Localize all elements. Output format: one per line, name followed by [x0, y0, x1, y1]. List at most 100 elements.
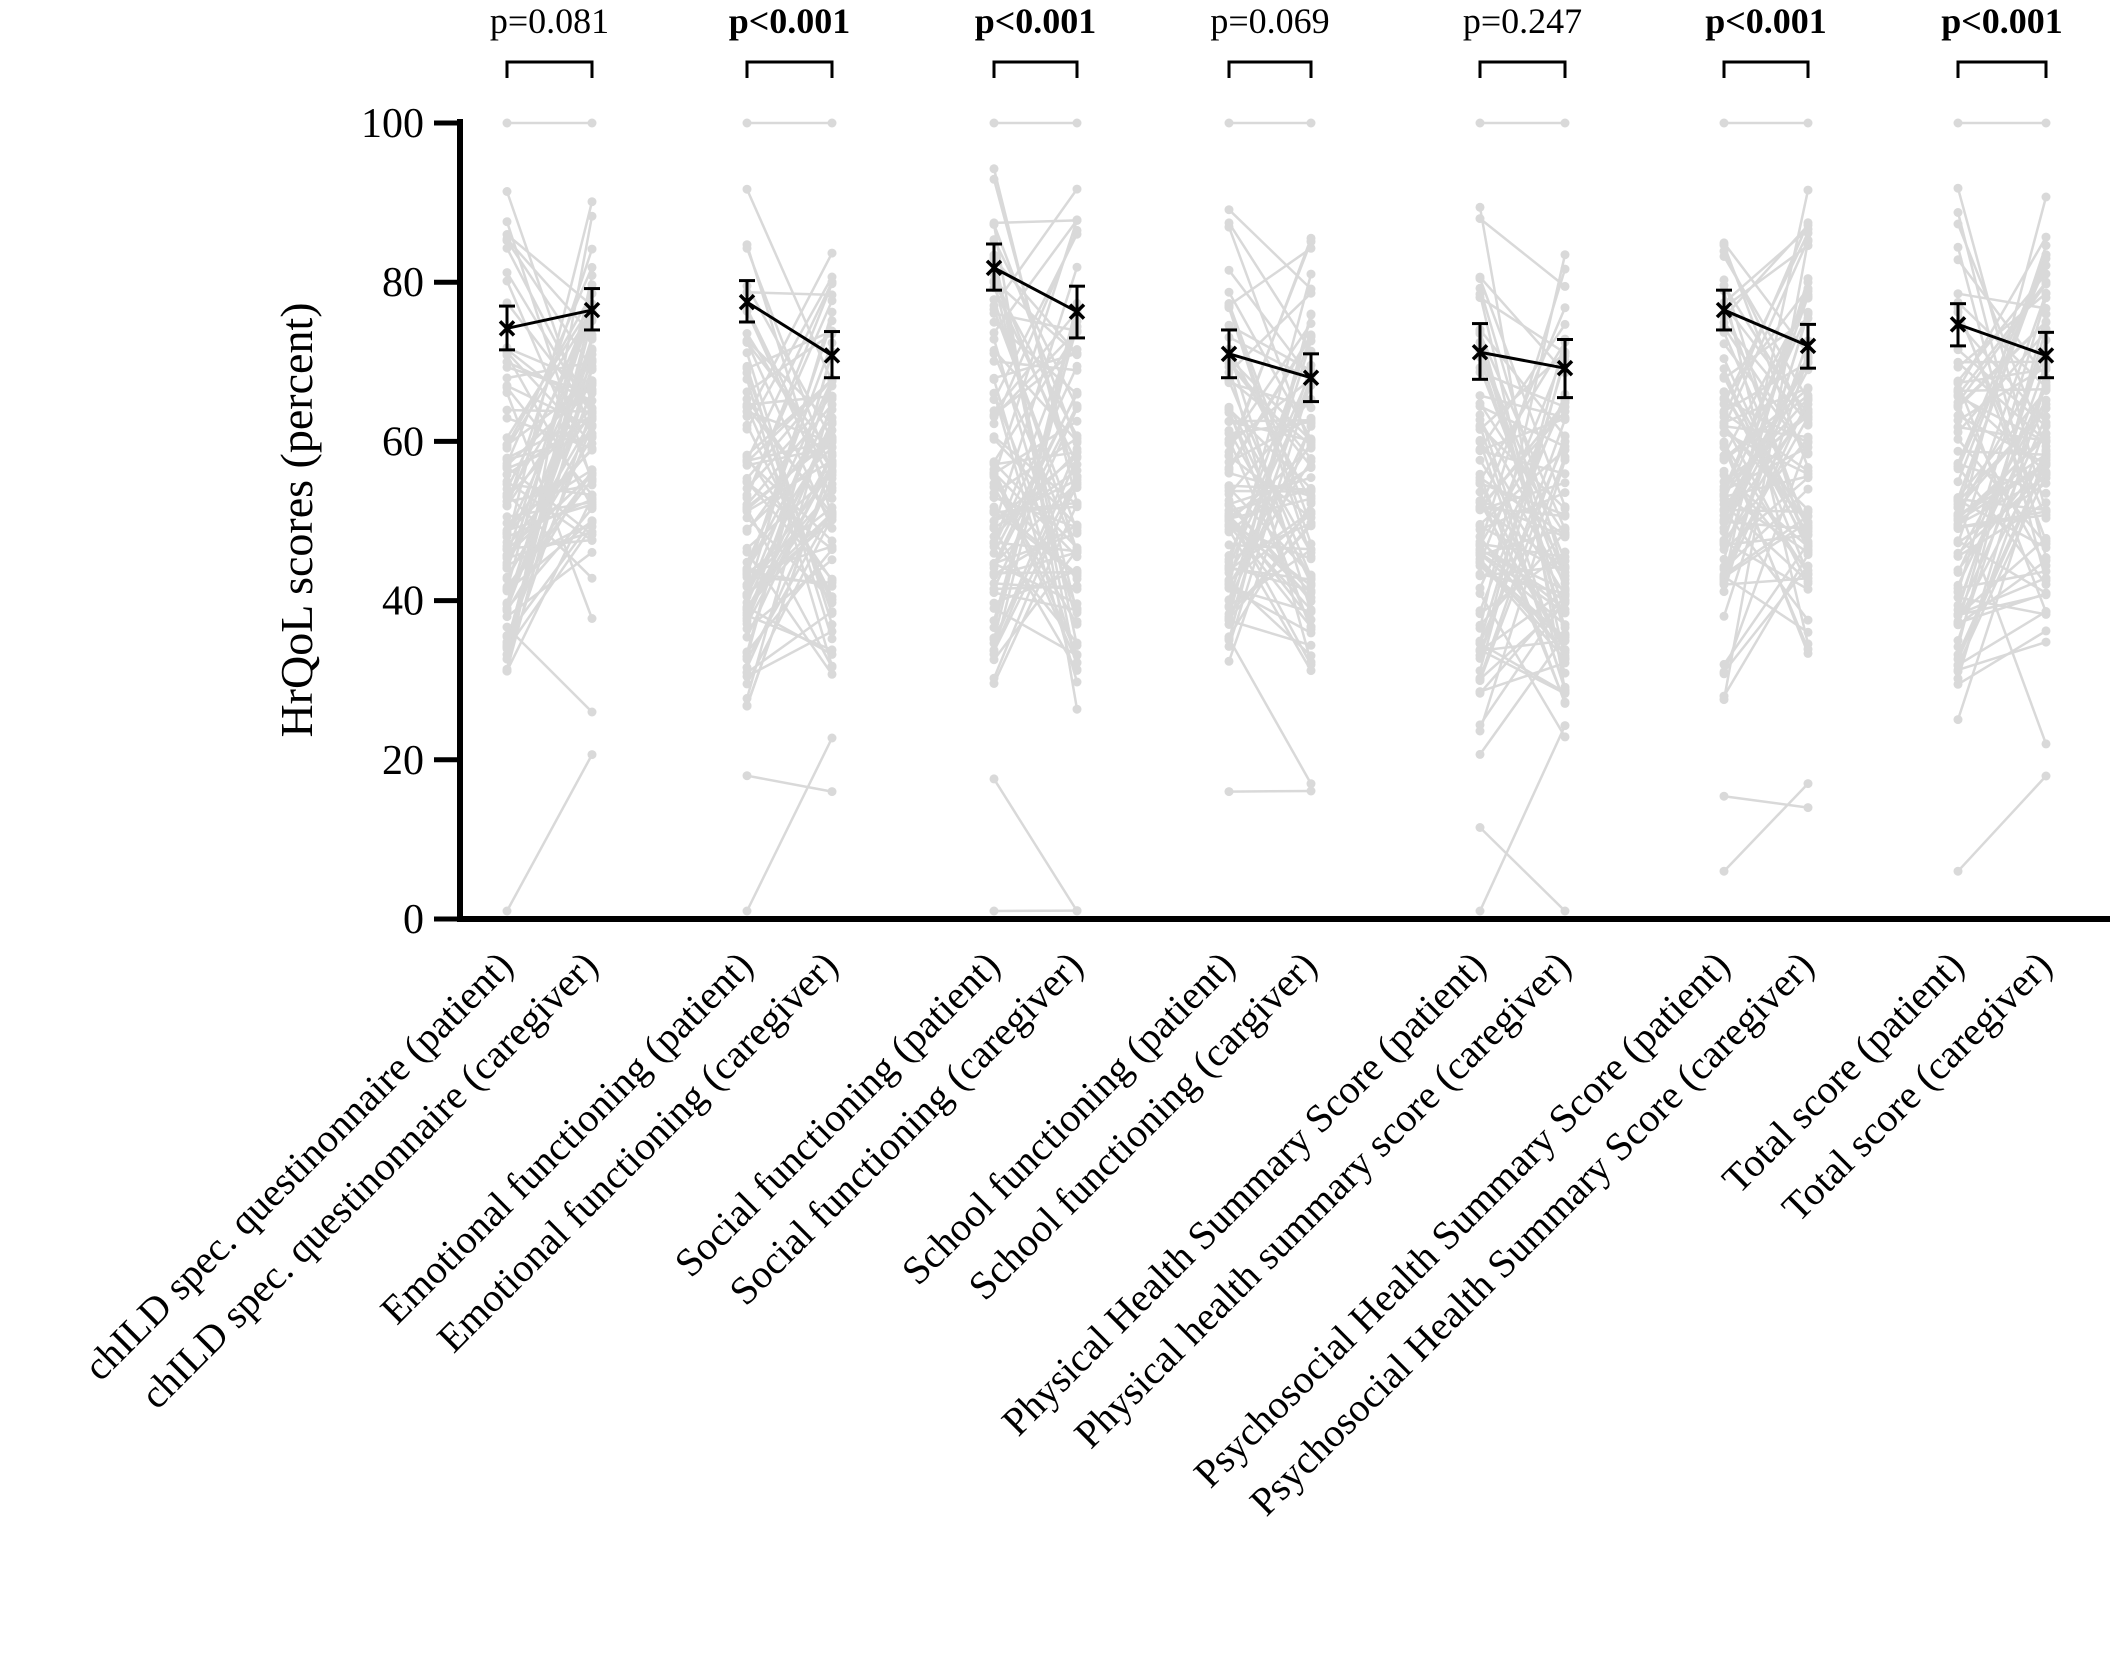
- individual-point: [587, 355, 597, 365]
- individual-point: [2041, 418, 2051, 428]
- individual-point: [742, 547, 752, 557]
- individual-point: [1560, 281, 1570, 291]
- individual-line: [992, 188, 1079, 307]
- individual-point: [989, 584, 999, 594]
- individual-point: [1560, 511, 1570, 521]
- individual-line: [506, 519, 593, 592]
- individual-line: [745, 464, 834, 707]
- individual-line: [992, 229, 1079, 425]
- individual-point: [502, 276, 512, 286]
- individual-line: [745, 188, 834, 383]
- individual-point: [1719, 669, 1729, 679]
- individual-point: [1475, 410, 1485, 420]
- individual-point: [1803, 803, 1813, 813]
- individual-point: [1475, 606, 1485, 616]
- individual-point: [1475, 749, 1485, 759]
- individual-line: [1228, 247, 1312, 307]
- individual-point: [502, 464, 512, 473]
- individual-line: [1479, 276, 1566, 374]
- individual-point: [1803, 561, 1813, 571]
- individual-point: [1953, 610, 1963, 619]
- individual-point: [1719, 587, 1729, 597]
- individual-line: [1723, 287, 1809, 399]
- individual-line: [992, 219, 1079, 334]
- individual-line: [1722, 222, 1810, 418]
- individual-point: [989, 309, 999, 318]
- individual-line: [505, 303, 594, 507]
- individual-line: [746, 774, 833, 793]
- individual-point: [1953, 679, 1963, 689]
- individual-point: [2041, 589, 2051, 599]
- individual-line: [1956, 405, 2048, 567]
- individual-line: [1228, 522, 1312, 561]
- individual-line: [505, 354, 594, 508]
- individual-point: [1803, 648, 1813, 658]
- individual-line: [1228, 208, 1312, 290]
- individual-line: [1479, 425, 1566, 510]
- individual-point: [1475, 726, 1485, 736]
- individual-point: [827, 592, 837, 602]
- individual-point: [1475, 557, 1485, 567]
- individual-line: [1228, 381, 1312, 409]
- individual-line: [1957, 629, 2047, 686]
- individual-line: [745, 424, 834, 598]
- individual-line: [1478, 393, 1567, 612]
- individual-line: [1228, 579, 1312, 657]
- y-tick-label: 60: [382, 419, 424, 465]
- individual-point: [1224, 451, 1234, 461]
- individual-point: [827, 277, 837, 287]
- significance-bracket: [505, 60, 594, 78]
- individual-point: [989, 635, 999, 644]
- individual-point: [2041, 279, 2051, 289]
- significance-bracket: [1722, 60, 1810, 78]
- individual-point: [989, 470, 999, 480]
- individual-line: [1478, 725, 1567, 912]
- individual-point: [1953, 866, 1963, 876]
- individual-line: [746, 512, 833, 609]
- individual-point: [1072, 433, 1082, 443]
- individual-line: [1228, 497, 1312, 521]
- individual-line: [506, 521, 593, 567]
- significance-bracket: [1956, 60, 2048, 78]
- individual-point: [989, 645, 999, 655]
- individual-point: [2041, 436, 2051, 446]
- individual-point: [1719, 495, 1729, 505]
- individual-point: [1072, 581, 1082, 591]
- individual-line: [1723, 794, 1809, 809]
- individual-point: [827, 493, 837, 503]
- individual-point: [1560, 629, 1570, 639]
- individual-line: [1956, 307, 2048, 542]
- individual-point: [1953, 459, 1963, 469]
- individual-line: [1957, 640, 2047, 672]
- individual-point: [2041, 539, 2051, 549]
- mean-marker: [1715, 301, 1733, 319]
- individual-line: [1227, 313, 1313, 618]
- individual-line: [1478, 592, 1567, 738]
- individual-point: [1719, 791, 1729, 801]
- individual-line: [1478, 399, 1567, 546]
- individual-point: [2041, 253, 2051, 263]
- p-value-label: p<0.001: [975, 1, 1097, 41]
- individual-line: [1478, 435, 1567, 679]
- individual-point: [989, 537, 999, 547]
- individual-point: [989, 655, 999, 665]
- individual-line: [745, 372, 834, 614]
- individual-point: [2041, 607, 2051, 616]
- individual-point: [587, 330, 597, 340]
- individual-line: [1957, 570, 2047, 590]
- individual-point: [1475, 636, 1485, 646]
- individual-point: [1072, 416, 1082, 426]
- individual-line: [505, 411, 594, 534]
- individual-point: [1475, 391, 1485, 401]
- individual-point: [1803, 573, 1813, 583]
- individual-line: [506, 432, 593, 470]
- individual-point: [1560, 636, 1570, 646]
- individual-line: [1479, 506, 1566, 518]
- individual-point: [1803, 393, 1813, 403]
- individual-line: [1723, 782, 1809, 873]
- individual-point: [742, 632, 752, 642]
- individual-point: [1719, 537, 1729, 547]
- individual-point: [1953, 345, 1963, 355]
- y-tick-label: 40: [382, 579, 424, 625]
- individual-line: [1227, 340, 1313, 601]
